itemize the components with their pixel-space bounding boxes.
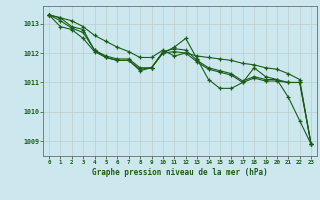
- X-axis label: Graphe pression niveau de la mer (hPa): Graphe pression niveau de la mer (hPa): [92, 168, 268, 177]
